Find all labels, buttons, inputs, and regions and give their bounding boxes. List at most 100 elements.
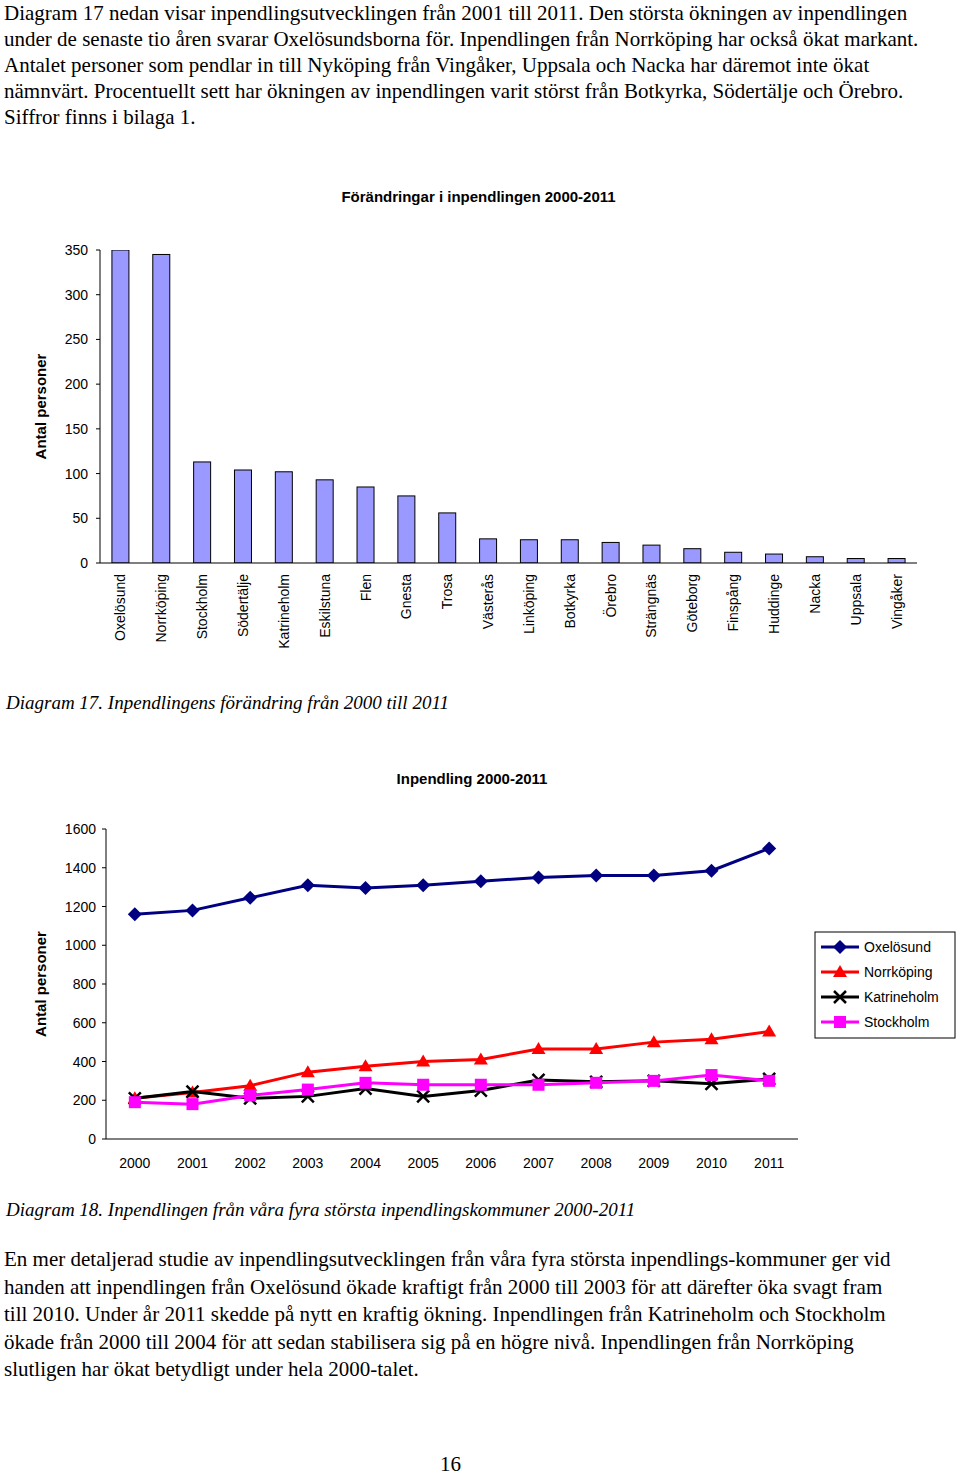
axis-label: Antal personer [32, 931, 49, 1037]
marker [705, 864, 719, 878]
tick [102, 867, 106, 868]
category-label: 2004 [350, 1155, 381, 1171]
series-line [135, 1079, 769, 1098]
tick-label: 0 [88, 1131, 96, 1147]
bar [439, 513, 456, 563]
category-label: Södertälje [235, 574, 251, 637]
category-label: Katrineholm [276, 574, 292, 649]
bar-chart: Förändringar i inpendlingen 2000-2011Ant… [32, 188, 917, 649]
tick-label: 300 [65, 287, 89, 303]
page-number: 16 [440, 1452, 461, 1476]
marker [129, 1096, 141, 1108]
bar [112, 250, 129, 563]
legend: OxelösundNorrköpingKatrineholmStockholm [815, 932, 955, 1038]
bar [847, 559, 864, 563]
category-label: 2010 [696, 1155, 727, 1171]
chart-title: Förändringar i inpendlingen 2000-2011 [341, 188, 615, 205]
marker [128, 907, 142, 921]
category-label: 2002 [235, 1155, 266, 1171]
tick [96, 428, 100, 429]
category-label: 2000 [119, 1155, 150, 1171]
tick-label: 150 [65, 421, 89, 437]
bar [398, 496, 415, 563]
category-label: 2005 [408, 1155, 439, 1171]
category-label: Linköping [521, 574, 537, 634]
paragraph: En mer detaljerad studie av inpendlingsu… [4, 1246, 909, 1384]
category-label: 2007 [523, 1155, 554, 1171]
marker [243, 891, 257, 905]
tick [102, 1100, 106, 1101]
axis-line [100, 563, 917, 564]
category-label: Norrköping [153, 574, 169, 642]
category-label: Göteborg [684, 574, 700, 632]
marker [533, 1079, 545, 1091]
category-label: Strängnäs [643, 574, 659, 638]
tick-label: 1200 [65, 899, 96, 915]
category-label: 2006 [465, 1155, 496, 1171]
marker [706, 1069, 718, 1081]
marker [243, 1079, 257, 1091]
marker [647, 1035, 661, 1047]
legend-label: Stockholm [864, 1014, 929, 1030]
marker [359, 881, 373, 895]
tick-label: 100 [65, 466, 89, 482]
marker [417, 1079, 429, 1091]
bar [520, 540, 537, 563]
caption: Diagram 17. Inpendlingens förändring frå… [6, 692, 449, 714]
tick-label: 350 [65, 242, 89, 258]
category-label: Finspång [725, 574, 741, 632]
tick-label: 1000 [65, 937, 96, 953]
marker [244, 1089, 256, 1101]
marker [590, 1076, 602, 1088]
category-label: 2009 [638, 1155, 669, 1171]
marker [763, 1075, 775, 1087]
marker [187, 1098, 199, 1110]
bar [275, 472, 292, 563]
marker [532, 1042, 546, 1054]
legend-label: Norrköping [864, 964, 932, 980]
bar [602, 542, 619, 563]
category-label: Flen [358, 574, 374, 601]
tick [102, 1061, 106, 1062]
category-label: Eskilstuna [317, 574, 333, 638]
marker [359, 1059, 373, 1071]
bar [234, 470, 251, 563]
category-label: Nacka [807, 574, 823, 614]
marker [648, 1075, 660, 1087]
marker [589, 1042, 603, 1054]
tick-label: 250 [65, 331, 89, 347]
line-chart: Inpendling 2000-2011 Antal personer 0 200 40… [32, 770, 955, 1171]
category-label: Trosa [439, 574, 455, 609]
tick [102, 1139, 106, 1140]
tick-label: 200 [65, 376, 89, 392]
paragraph: Diagram 17 nedan visar inpendlingsutveck… [4, 0, 959, 130]
category-label: 2003 [292, 1155, 323, 1171]
tick-label: 0 [80, 555, 88, 571]
tick [102, 906, 106, 907]
marker [417, 1090, 429, 1102]
chart-title: Inpendling 2000-2011 [397, 770, 548, 787]
marker [416, 1055, 430, 1067]
bar [561, 540, 578, 563]
marker [762, 841, 776, 855]
tick-label: 1600 [65, 821, 96, 837]
marker [648, 1075, 660, 1087]
category-label: Stockholm [194, 574, 210, 639]
charts: Förändringar i inpendlingen 2000-2011 Ant… [0, 0, 960, 1476]
tick [102, 1022, 106, 1023]
category-label: Vingåker [889, 574, 905, 629]
tick-label: 50 [72, 510, 88, 526]
category-label: Huddinge [766, 574, 782, 634]
legend-marker [834, 991, 846, 1003]
bar [153, 254, 170, 563]
category-label: Oxelösund [112, 574, 128, 641]
legend-label: Oxelösund [864, 939, 931, 955]
marker [589, 869, 603, 883]
tick [96, 294, 100, 295]
tick-label: 200 [73, 1092, 97, 1108]
tick-label: 800 [73, 976, 97, 992]
tick-label: 400 [73, 1054, 97, 1070]
marker [590, 1077, 602, 1089]
bar [806, 557, 823, 563]
category-label: Västerås [480, 574, 496, 629]
